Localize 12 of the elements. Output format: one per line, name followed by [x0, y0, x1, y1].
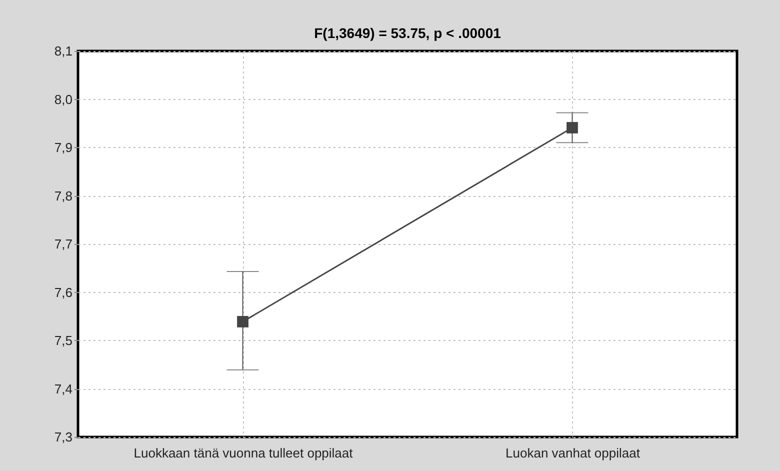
y-tick-label: 7,5 — [54, 333, 72, 348]
y-tick-label: 8,0 — [54, 92, 72, 107]
y-tick-label: 7,9 — [54, 140, 72, 155]
x-tick-label: Luokkaan tänä vuonna tulleet oppilaat — [134, 446, 354, 460]
chart-title: F(1,3649) = 53.75, p < .00001 — [314, 25, 502, 41]
y-tick-label: 7,4 — [54, 381, 72, 396]
y-tick-label: 8,1 — [54, 44, 72, 58]
y-tick-label: 7,6 — [54, 284, 72, 300]
y-tick-label: 7,3 — [54, 430, 72, 444]
y-tick-label: 7,8 — [54, 188, 72, 204]
x-tick-label: Luokan vanhat oppilaat — [506, 446, 640, 460]
y-tick-label: 7,7 — [54, 236, 72, 252]
